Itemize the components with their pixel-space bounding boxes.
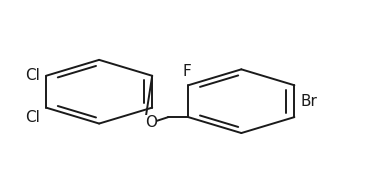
Text: Cl: Cl: [25, 68, 40, 83]
Text: Cl: Cl: [25, 109, 40, 125]
Text: F: F: [182, 64, 191, 79]
Text: O: O: [145, 115, 157, 130]
Text: Br: Br: [301, 94, 318, 109]
